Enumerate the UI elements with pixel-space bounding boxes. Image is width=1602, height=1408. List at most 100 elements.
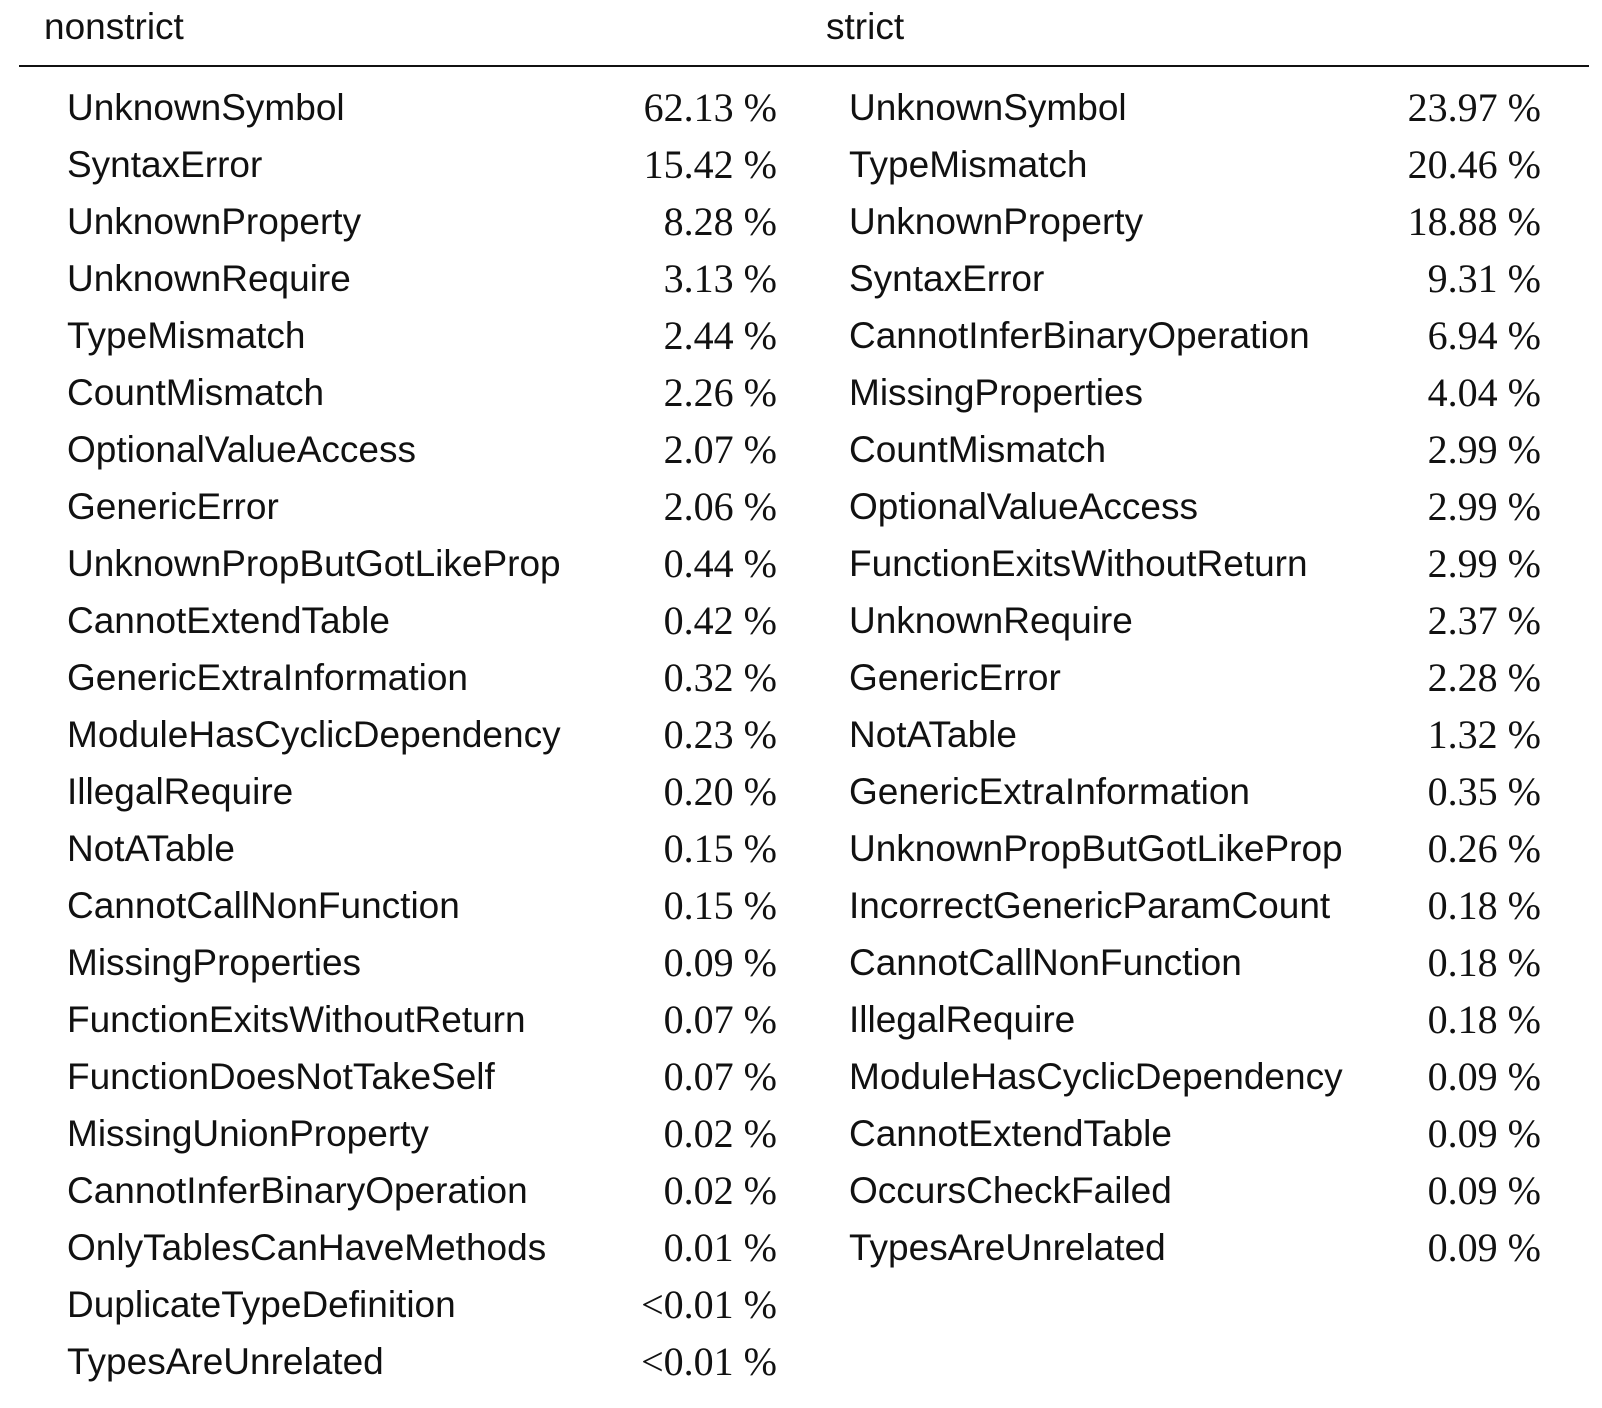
- error-name: CannotInferBinaryOperation: [67, 1170, 528, 1211]
- table-row: CannotExtendTable 0.42 %: [67, 592, 777, 649]
- strict-list: UnknownSymbol 23.97 % TypeMismatch 20.46 % U…: [849, 79, 1541, 1276]
- table-row: UnknownSymbol 62.13 %: [67, 79, 777, 136]
- error-percentage: 6.94 %: [1427, 313, 1541, 358]
- error-name: SyntaxError: [849, 258, 1045, 299]
- table-row: NotATable 1.32 %: [849, 706, 1541, 763]
- error-name: TypeMismatch: [67, 315, 306, 356]
- error-name: UnknownProperty: [67, 201, 362, 242]
- error-name: FunctionExitsWithoutReturn: [849, 543, 1308, 584]
- table-row: UnknownPropButGotLikeProp 0.26 %: [849, 820, 1541, 877]
- table-row: FunctionExitsWithoutReturn 2.99 %: [849, 535, 1541, 592]
- table-row: NotATable 0.15 %: [67, 820, 777, 877]
- error-name: GenericExtraInformation: [849, 771, 1251, 812]
- error-percentage: <0.01 %: [641, 1282, 777, 1327]
- error-name: CountMismatch: [67, 372, 325, 413]
- error-name: ModuleHasCyclicDependency: [67, 714, 561, 755]
- table-row: OptionalValueAccess 2.07 %: [67, 421, 777, 478]
- error-name: OptionalValueAccess: [849, 486, 1198, 527]
- error-name: OccursCheckFailed: [849, 1170, 1172, 1211]
- table-row: GenericError 2.06 %: [67, 478, 777, 535]
- error-name: CannotExtendTable: [67, 600, 390, 641]
- error-name: UnknownProperty: [849, 201, 1144, 242]
- table-row: GenericExtraInformation 0.32 %: [67, 649, 777, 706]
- table-row: UnknownSymbol 23.97 %: [849, 79, 1541, 136]
- error-percentage: 2.07 %: [663, 427, 777, 472]
- error-name: GenericExtraInformation: [67, 657, 469, 698]
- error-percentage: 4.04 %: [1427, 370, 1541, 415]
- error-name: GenericError: [849, 657, 1061, 698]
- table-row: GenericExtraInformation 0.35 %: [849, 763, 1541, 820]
- error-percentage: 0.18 %: [1427, 883, 1541, 928]
- error-name: MissingUnionProperty: [67, 1113, 429, 1154]
- table-row: SyntaxError 9.31 %: [849, 250, 1541, 307]
- table-row: CountMismatch 2.99 %: [849, 421, 1541, 478]
- error-percentage: 0.18 %: [1427, 997, 1541, 1042]
- error-percentage: 0.07 %: [663, 1054, 777, 1099]
- error-name: CountMismatch: [849, 429, 1107, 470]
- error-percentage: 2.99 %: [1427, 427, 1541, 472]
- error-name: DuplicateTypeDefinition: [67, 1284, 456, 1325]
- error-name: MissingProperties: [849, 372, 1144, 413]
- error-percentage: 23.97 %: [1407, 85, 1541, 130]
- error-percentage: 0.32 %: [663, 655, 777, 700]
- error-percentage: 2.26 %: [663, 370, 777, 415]
- table-row: UnknownPropButGotLikeProp 0.44 %: [67, 535, 777, 592]
- error-percentage: 0.26 %: [1427, 826, 1541, 871]
- table-row: TypesAreUnrelated <0.01 %: [67, 1333, 777, 1390]
- table-row: CountMismatch 2.26 %: [67, 364, 777, 421]
- error-name: IllegalRequire: [67, 771, 294, 812]
- error-name: CannotInferBinaryOperation: [849, 315, 1310, 356]
- error-percentage: 2.99 %: [1427, 484, 1541, 529]
- error-percentage: 18.88 %: [1407, 199, 1541, 244]
- table-row: ModuleHasCyclicDependency 0.23 %: [67, 706, 777, 763]
- error-percentage: 9.31 %: [1427, 256, 1541, 301]
- table-row: UnknownProperty 18.88 %: [849, 193, 1541, 250]
- error-percentage: 2.99 %: [1427, 541, 1541, 586]
- table-row: GenericError 2.28 %: [849, 649, 1541, 706]
- error-percentage: 0.02 %: [663, 1168, 777, 1213]
- error-name: NotATable: [849, 714, 1017, 755]
- error-percentage: 1.32 %: [1427, 712, 1541, 757]
- error-name: ModuleHasCyclicDependency: [849, 1056, 1343, 1097]
- table-row: IncorrectGenericParamCount 0.18 %: [849, 877, 1541, 934]
- error-percentage: 0.09 %: [1427, 1111, 1541, 1156]
- column-header-nonstrict: nonstrict: [44, 6, 184, 47]
- error-percentage: 0.09 %: [663, 940, 777, 985]
- error-percentage: 0.09 %: [1427, 1225, 1541, 1270]
- error-percentage: 62.13 %: [643, 85, 777, 130]
- table-row: CannotInferBinaryOperation 0.02 %: [67, 1162, 777, 1219]
- error-name: CannotCallNonFunction: [849, 942, 1242, 983]
- error-percentage: 0.02 %: [663, 1111, 777, 1156]
- error-name: UnknownRequire: [67, 258, 351, 299]
- error-name: FunctionExitsWithoutReturn: [67, 999, 526, 1040]
- error-percentage: 0.44 %: [663, 541, 777, 586]
- table-row: ModuleHasCyclicDependency 0.09 %: [849, 1048, 1541, 1105]
- error-percentage: 0.42 %: [663, 598, 777, 643]
- table-row: MissingProperties 0.09 %: [67, 934, 777, 991]
- error-percentage: 0.18 %: [1427, 940, 1541, 985]
- error-percentage: 2.44 %: [663, 313, 777, 358]
- error-percentage: 0.15 %: [663, 826, 777, 871]
- table-row: OnlyTablesCanHaveMethods 0.01 %: [67, 1219, 777, 1276]
- table-row: UnknownRequire 3.13 %: [67, 250, 777, 307]
- error-name: TypesAreUnrelated: [67, 1341, 384, 1382]
- error-name: IllegalRequire: [849, 999, 1076, 1040]
- error-name: FunctionDoesNotTakeSelf: [67, 1056, 495, 1097]
- error-percentage: 15.42 %: [643, 142, 777, 187]
- table-row: MissingProperties 4.04 %: [849, 364, 1541, 421]
- table-row: FunctionDoesNotTakeSelf 0.07 %: [67, 1048, 777, 1105]
- table-row: IllegalRequire 0.18 %: [849, 991, 1541, 1048]
- error-name: MissingProperties: [67, 942, 362, 983]
- error-percentage: 0.09 %: [1427, 1054, 1541, 1099]
- table-row: TypesAreUnrelated 0.09 %: [849, 1219, 1541, 1276]
- table-row: OccursCheckFailed 0.09 %: [849, 1162, 1541, 1219]
- error-percentage: 0.01 %: [663, 1225, 777, 1270]
- error-percentage: 8.28 %: [663, 199, 777, 244]
- error-percentage: 0.07 %: [663, 997, 777, 1042]
- error-percentage: 2.06 %: [663, 484, 777, 529]
- error-percentage: 0.23 %: [663, 712, 777, 757]
- error-name: TypesAreUnrelated: [849, 1227, 1166, 1268]
- error-percentage: 0.15 %: [663, 883, 777, 928]
- error-percentage: 3.13 %: [663, 256, 777, 301]
